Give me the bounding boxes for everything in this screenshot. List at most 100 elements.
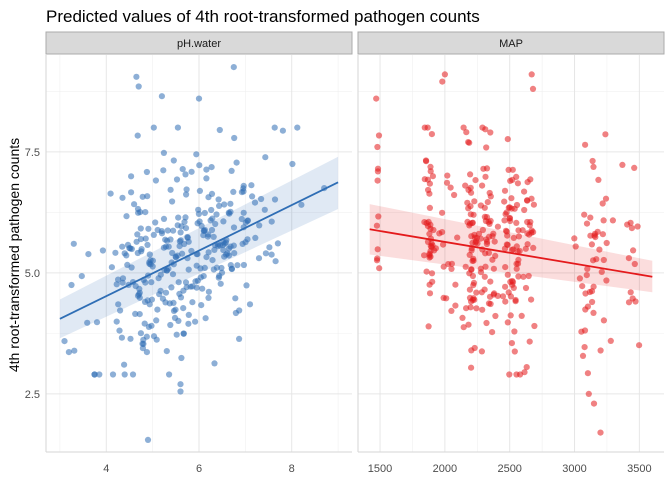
data-point: [121, 250, 128, 257]
data-point: [373, 222, 380, 229]
data-point: [464, 218, 471, 225]
data-point: [144, 436, 152, 443]
data-point: [246, 301, 254, 308]
data-point: [454, 234, 461, 241]
data-point: [137, 330, 144, 337]
data-point: [443, 179, 451, 186]
x-tick-label: 3500: [627, 463, 651, 475]
data-point: [426, 281, 433, 288]
data-point: [213, 211, 220, 218]
data-point: [230, 64, 237, 71]
data-point: [491, 290, 498, 297]
data-point: [470, 211, 477, 218]
data-point: [70, 240, 77, 247]
data-point: [531, 322, 538, 330]
data-point: [425, 186, 432, 194]
data-point: [175, 279, 182, 286]
data-point: [530, 229, 537, 236]
data-point: [157, 287, 164, 294]
data-point: [469, 219, 476, 227]
data-point: [172, 253, 179, 260]
data-point: [510, 234, 517, 241]
data-point: [185, 311, 192, 318]
data-point: [593, 256, 600, 263]
data-point: [251, 199, 259, 206]
data-point: [203, 175, 210, 182]
data-point: [262, 154, 269, 161]
data-point: [201, 209, 208, 217]
data-point: [499, 293, 507, 300]
data-point: [523, 364, 530, 371]
data-point: [220, 247, 227, 254]
data-point: [205, 294, 212, 301]
data-point: [220, 218, 227, 225]
data-point: [479, 306, 486, 313]
x-tick-label: 8: [289, 463, 295, 475]
data-point: [157, 271, 164, 278]
data-point: [603, 239, 610, 247]
data-point: [175, 317, 182, 324]
data-point: [121, 361, 128, 368]
data-point: [298, 201, 305, 208]
data-point: [215, 243, 222, 250]
data-point: [228, 167, 235, 174]
data-point: [504, 319, 511, 326]
data-point: [491, 238, 498, 245]
strip-label-map: MAP: [499, 38, 523, 50]
data-point: [107, 190, 114, 197]
data-point: [489, 256, 496, 263]
data-point: [173, 176, 181, 183]
data-point: [170, 157, 177, 164]
data-point: [426, 254, 433, 261]
data-point: [503, 228, 510, 235]
data-point: [625, 299, 633, 306]
data-point: [628, 225, 636, 232]
data-point: [119, 275, 127, 282]
data-point: [109, 371, 117, 378]
data-point: [162, 243, 169, 250]
data-point: [211, 360, 218, 367]
data-point: [430, 226, 437, 234]
data-point: [118, 334, 125, 341]
data-point: [210, 233, 217, 240]
data-point: [150, 231, 157, 238]
data-point: [487, 278, 494, 285]
data-point: [518, 312, 525, 319]
data-point: [193, 151, 200, 158]
data-point: [579, 352, 587, 359]
data-point: [627, 289, 634, 296]
data-point: [515, 227, 522, 234]
data-point: [179, 166, 186, 173]
data-point: [160, 215, 168, 222]
data-point: [634, 223, 641, 230]
data-point: [183, 186, 190, 193]
data-point: [142, 235, 149, 242]
data-point: [468, 189, 475, 196]
data-point: [463, 129, 470, 136]
data-point: [452, 281, 459, 288]
data-point: [68, 281, 75, 289]
data-point: [244, 236, 251, 243]
data-point: [585, 390, 592, 397]
data-point: [128, 173, 135, 180]
data-point: [428, 131, 435, 138]
data-point: [135, 291, 142, 298]
data-point: [142, 209, 149, 216]
data-point: [174, 124, 181, 131]
data-point: [479, 182, 486, 189]
data-point: [516, 247, 523, 255]
data-point: [212, 220, 219, 228]
data-point: [426, 204, 433, 211]
data-point: [116, 327, 123, 334]
data-point: [244, 217, 251, 224]
data-point: [511, 328, 518, 335]
data-point: [600, 256, 607, 264]
data-point: [482, 250, 489, 257]
data-point: [153, 336, 160, 343]
confidence-band: [59, 156, 339, 339]
data-point: [629, 295, 636, 302]
data-point: [167, 321, 174, 329]
data-point: [514, 180, 522, 187]
data-point: [192, 318, 199, 325]
data-point: [196, 187, 203, 194]
